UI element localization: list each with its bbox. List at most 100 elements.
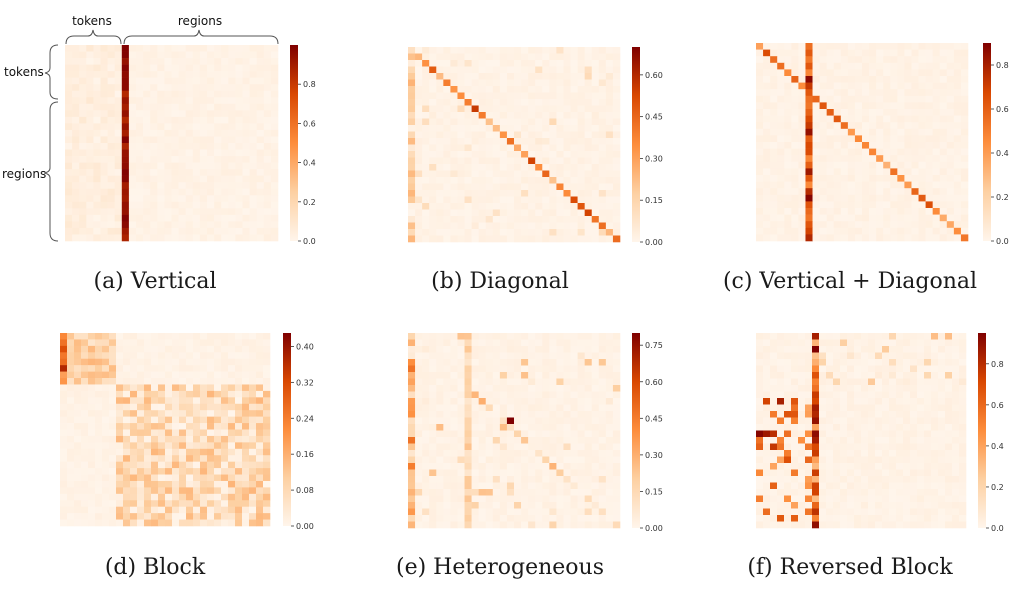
heatmap-cell xyxy=(506,346,515,353)
heatmap-cell xyxy=(521,424,529,431)
heatmap-cell xyxy=(151,345,159,353)
heatmap-cell xyxy=(875,378,883,386)
heatmap-cell xyxy=(925,208,933,215)
heatmap-cell xyxy=(492,385,501,392)
heatmap-cell xyxy=(917,404,925,412)
heatmap-cell xyxy=(102,429,110,437)
heatmap-cell xyxy=(471,456,479,464)
heatmap-cell xyxy=(199,71,208,78)
heatmap-cell xyxy=(840,155,849,163)
heatmap-cell xyxy=(854,417,862,425)
heatmap-cell xyxy=(186,384,194,392)
heatmap-cell xyxy=(805,385,813,392)
heatmap-cell xyxy=(763,201,771,209)
heatmap-cell xyxy=(953,135,962,143)
heatmap-cell xyxy=(81,480,89,488)
heatmap-cell xyxy=(443,417,451,425)
heatmap-cell xyxy=(263,103,272,111)
heatmap-cell xyxy=(833,69,842,77)
heatmap-cell xyxy=(144,435,152,443)
heatmap-cell xyxy=(521,235,529,243)
heatmap-cell xyxy=(833,365,841,373)
heatmap-cell xyxy=(123,448,131,456)
heatmap-cell xyxy=(235,365,243,372)
heatmap-cell xyxy=(791,365,799,373)
heatmap-cell xyxy=(612,229,621,236)
heatmap-cell xyxy=(228,234,236,242)
heatmap-cell xyxy=(171,58,179,65)
heatmap-cell xyxy=(826,378,834,386)
heatmap-cell xyxy=(819,181,827,189)
heatmap-cell xyxy=(143,227,151,235)
heatmap-cell xyxy=(270,234,279,242)
heatmap-cell xyxy=(457,118,465,126)
heatmap-cell xyxy=(485,372,494,379)
heatmap-cell xyxy=(144,339,152,347)
heatmap-cell xyxy=(443,502,451,509)
heatmap-cell xyxy=(577,450,585,457)
heatmap-cell xyxy=(443,235,451,243)
heatmap-cell xyxy=(953,69,962,77)
heatmap-cell xyxy=(756,135,764,143)
heatmap-cell xyxy=(805,208,813,215)
heatmap-cell xyxy=(242,358,250,366)
heatmap-cell xyxy=(946,102,955,110)
heatmap-cell xyxy=(107,103,115,111)
heatmap-cell xyxy=(102,333,110,340)
heatmap-cell xyxy=(959,391,967,399)
heatmap-cell xyxy=(429,47,437,54)
heatmap-cell xyxy=(165,519,173,527)
heatmap-cell xyxy=(791,62,799,70)
heatmap-cell xyxy=(263,195,272,203)
heatmap-cell xyxy=(598,489,607,496)
heatmap-cell xyxy=(570,404,578,412)
heatmap-cell xyxy=(144,500,152,507)
heatmap-cell xyxy=(429,151,437,158)
heatmap-cell xyxy=(214,103,222,111)
heatmap-cell xyxy=(903,333,911,340)
heatmap-cell xyxy=(457,437,465,444)
heatmap-cell xyxy=(457,489,465,496)
heatmap-cell xyxy=(563,183,571,191)
heatmap-cell xyxy=(263,182,272,190)
heatmap-cell xyxy=(763,391,771,399)
heatmap-cell xyxy=(214,519,222,527)
heatmap-cell xyxy=(192,123,201,131)
heatmap-cell xyxy=(408,437,416,444)
heatmap-cell xyxy=(826,339,834,347)
heatmap-cell xyxy=(242,51,250,59)
heatmap-cell xyxy=(137,339,145,347)
heatmap-cell xyxy=(151,474,159,482)
heatmap-cell xyxy=(591,508,600,516)
heatmap-cell xyxy=(436,86,444,93)
heatmap-cell xyxy=(542,411,550,418)
heatmap-cell xyxy=(121,51,130,59)
heatmap-cell xyxy=(178,162,186,170)
heatmap-cell xyxy=(422,131,430,139)
heatmap-cell xyxy=(79,182,87,190)
heatmap-cell xyxy=(833,378,841,386)
heatmap-cell xyxy=(263,64,272,72)
heatmap-cell xyxy=(591,190,600,197)
heatmap-cell xyxy=(542,450,550,457)
heatmap-cell xyxy=(854,385,862,392)
heatmap-cell xyxy=(862,208,870,215)
heatmap-cell xyxy=(812,208,820,215)
heatmap-cell xyxy=(521,177,529,184)
heatmap-cell xyxy=(100,188,108,196)
heatmap-cell xyxy=(819,208,827,215)
heatmap-cell xyxy=(235,519,243,527)
heatmap-cell xyxy=(471,424,479,431)
heatmap-cell xyxy=(471,430,479,438)
heatmap-cell xyxy=(408,411,416,418)
heatmap-cell xyxy=(521,495,529,503)
heatmap-cell xyxy=(833,359,841,366)
heatmap-cell xyxy=(228,371,236,379)
heatmap-cell xyxy=(584,209,593,217)
heatmap-cell xyxy=(74,519,82,527)
heatmap-cell xyxy=(833,234,842,242)
heatmap-cell xyxy=(235,143,243,150)
heatmap-cell xyxy=(478,372,487,379)
heatmap-cell xyxy=(959,385,967,392)
heatmap-cell xyxy=(186,474,194,482)
